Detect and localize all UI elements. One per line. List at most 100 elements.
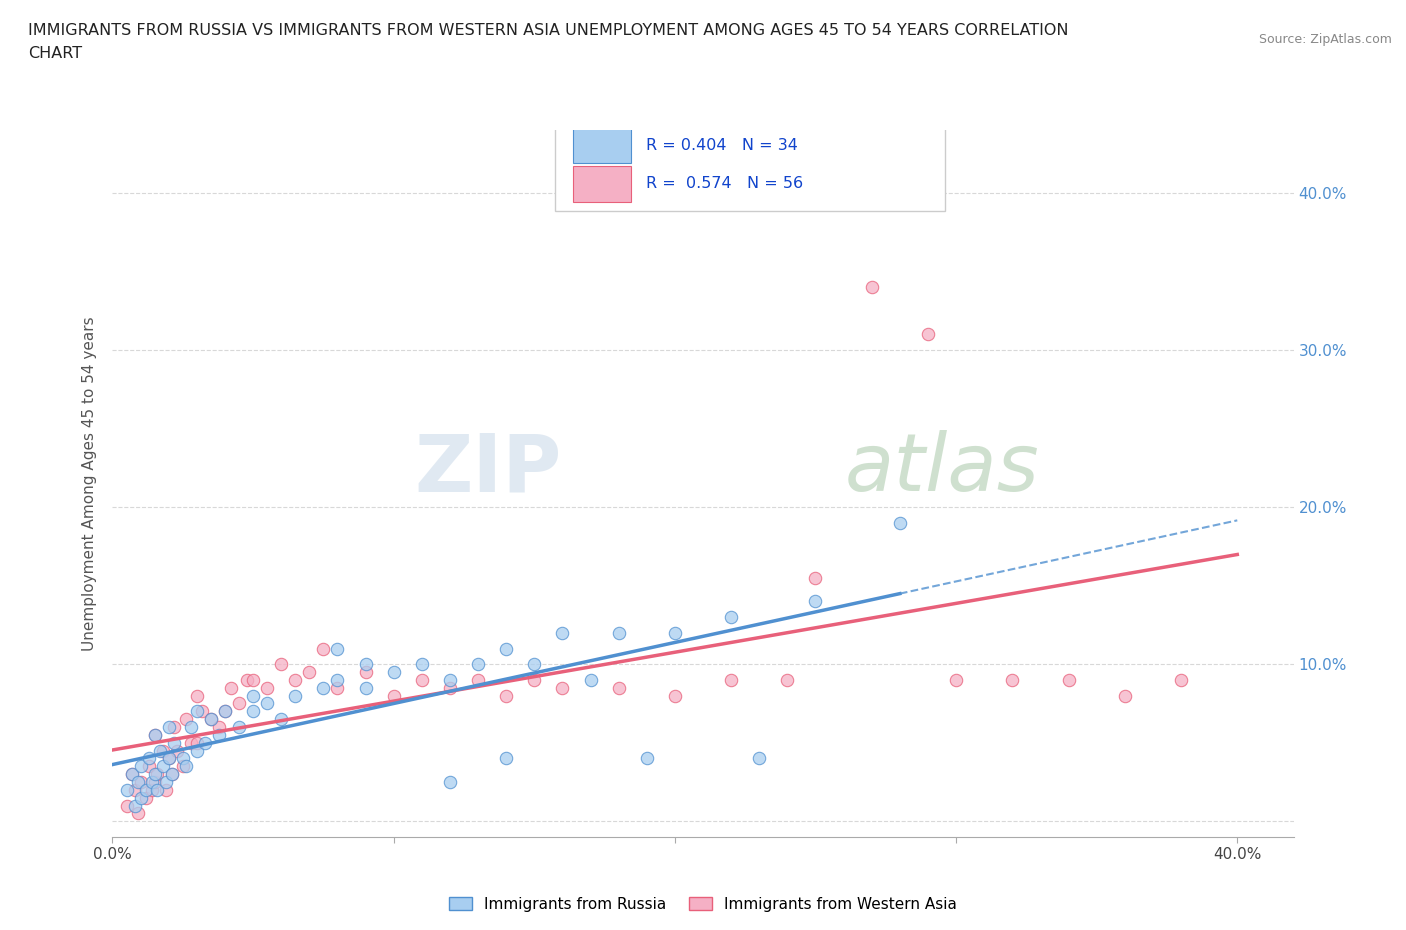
Point (143, 775, 166, 790)
Point (495, 751, 517, 766)
Point (804, 594, 827, 609)
Point (219, 681, 242, 696)
Point (129, 775, 152, 790)
Point (129, 759, 152, 774)
Point (135, 790, 157, 805)
Point (138, 759, 160, 774)
Point (467, 657, 489, 671)
Point (270, 657, 292, 671)
Point (382, 665, 405, 680)
Point (186, 704, 208, 719)
FancyBboxPatch shape (574, 166, 631, 203)
Point (135, 782, 157, 797)
Text: atlas: atlas (845, 431, 1039, 509)
FancyBboxPatch shape (555, 113, 945, 211)
Point (124, 782, 146, 797)
Point (121, 766, 143, 781)
Point (160, 766, 183, 781)
Point (149, 743, 172, 758)
Point (180, 720, 202, 735)
Point (186, 688, 208, 703)
Point (256, 696, 278, 711)
Point (945, 672, 967, 687)
Point (664, 688, 686, 703)
Point (312, 641, 335, 656)
Point (146, 766, 169, 781)
Point (523, 672, 546, 687)
Point (326, 672, 349, 687)
Y-axis label: Unemployment Among Ages 45 to 54 years: Unemployment Among Ages 45 to 54 years (82, 316, 97, 651)
Point (636, 751, 658, 766)
Point (163, 720, 186, 735)
Point (228, 720, 250, 735)
Point (439, 775, 461, 790)
Point (439, 681, 461, 696)
Point (1057, 672, 1080, 687)
Point (228, 696, 250, 711)
Point (411, 672, 433, 687)
Point (129, 790, 152, 805)
Point (326, 641, 349, 656)
Point (354, 681, 377, 696)
Point (382, 688, 405, 703)
Point (138, 751, 160, 766)
Point (256, 681, 278, 696)
Point (720, 672, 742, 687)
Point (143, 727, 166, 742)
Text: CHART: CHART (28, 46, 82, 61)
Point (298, 665, 321, 680)
Point (121, 766, 143, 781)
Point (1001, 672, 1024, 687)
Text: R = 0.404   N = 34: R = 0.404 N = 34 (647, 138, 799, 153)
Point (152, 743, 174, 758)
Point (143, 766, 166, 781)
Point (174, 759, 197, 774)
Text: R =  0.574   N = 56: R = 0.574 N = 56 (647, 177, 803, 192)
Point (174, 711, 197, 726)
Point (141, 775, 163, 790)
Point (115, 798, 138, 813)
Point (1170, 672, 1192, 687)
Point (236, 672, 259, 687)
Point (157, 720, 180, 735)
Point (166, 743, 188, 758)
Point (860, 280, 883, 295)
Point (152, 759, 174, 774)
Point (917, 327, 939, 342)
Point (607, 625, 630, 640)
Point (124, 798, 146, 813)
Point (889, 515, 911, 530)
Point (200, 711, 222, 726)
Point (326, 681, 349, 696)
Point (354, 665, 377, 680)
Point (284, 688, 307, 703)
Point (495, 688, 517, 703)
Point (172, 759, 194, 774)
Point (664, 625, 686, 640)
Point (214, 704, 236, 719)
Point (411, 657, 433, 671)
Text: ZIP: ZIP (413, 431, 561, 509)
Point (191, 704, 214, 719)
Point (523, 657, 546, 671)
Point (551, 625, 574, 640)
Point (439, 672, 461, 687)
Point (214, 704, 236, 719)
Point (242, 704, 264, 719)
Legend: Immigrants from Russia, Immigrants from Western Asia: Immigrants from Russia, Immigrants from … (443, 890, 963, 918)
Point (155, 782, 177, 797)
Point (551, 681, 574, 696)
Point (720, 610, 742, 625)
Point (180, 736, 202, 751)
Text: IMMIGRANTS FROM RUSSIA VS IMMIGRANTS FROM WESTERN ASIA UNEMPLOYMENT AMONG AGES 4: IMMIGRANTS FROM RUSSIA VS IMMIGRANTS FRO… (28, 23, 1069, 38)
Point (186, 736, 208, 751)
Point (208, 727, 231, 742)
Point (284, 672, 307, 687)
FancyBboxPatch shape (574, 126, 631, 164)
Point (776, 672, 799, 687)
Point (242, 672, 264, 687)
Point (200, 711, 222, 726)
Point (157, 751, 180, 766)
Point (208, 720, 231, 735)
Point (160, 766, 183, 781)
